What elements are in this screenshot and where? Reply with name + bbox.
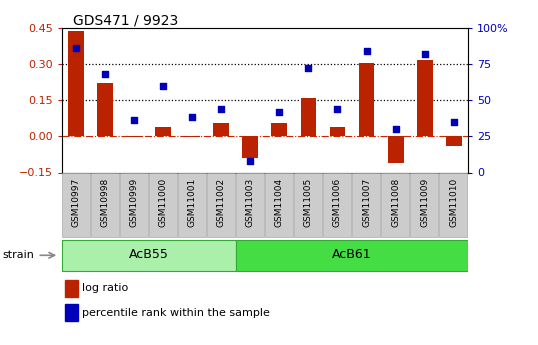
Bar <box>358 62 374 136</box>
Point <box>72 45 81 51</box>
Text: GSM11001: GSM11001 <box>188 178 197 227</box>
Bar <box>214 123 229 136</box>
Bar <box>387 136 404 163</box>
Text: GSM10999: GSM10999 <box>130 178 139 227</box>
Text: GSM11004: GSM11004 <box>275 178 284 227</box>
Text: strain: strain <box>3 250 34 259</box>
Bar <box>149 173 178 237</box>
Text: log ratio: log ratio <box>82 283 128 293</box>
Text: GSM11009: GSM11009 <box>420 178 429 227</box>
Point <box>188 115 197 120</box>
Point <box>304 66 313 71</box>
Bar <box>352 173 380 237</box>
Text: percentile rank within the sample: percentile rank within the sample <box>82 308 270 317</box>
Bar <box>243 136 258 158</box>
Bar <box>126 136 143 137</box>
Text: AcB55: AcB55 <box>129 248 169 261</box>
Point <box>362 48 371 53</box>
Point <box>159 83 168 88</box>
Bar <box>301 98 316 136</box>
Bar <box>265 173 293 237</box>
Bar <box>236 240 468 271</box>
Bar <box>120 173 148 237</box>
Bar <box>65 280 77 297</box>
Point <box>391 126 400 132</box>
Bar <box>185 136 201 137</box>
Bar <box>329 127 345 136</box>
Point <box>101 71 110 77</box>
Text: GDS471 / 9923: GDS471 / 9923 <box>73 14 178 28</box>
Point <box>420 51 429 57</box>
Point <box>246 158 255 164</box>
Bar <box>445 136 462 146</box>
Bar <box>236 173 264 237</box>
Bar <box>416 60 433 136</box>
Text: GSM11010: GSM11010 <box>449 178 458 227</box>
Text: GSM10998: GSM10998 <box>101 178 110 227</box>
Text: GSM11000: GSM11000 <box>159 178 168 227</box>
Point <box>130 118 139 123</box>
Text: GSM11008: GSM11008 <box>391 178 400 227</box>
Bar <box>155 127 172 136</box>
Bar <box>62 240 236 271</box>
Text: GSM11003: GSM11003 <box>246 178 255 227</box>
Text: GSM11002: GSM11002 <box>217 178 226 227</box>
Bar <box>207 173 235 237</box>
Bar <box>294 173 322 237</box>
Text: GSM10997: GSM10997 <box>72 178 81 227</box>
Bar <box>91 173 119 237</box>
Text: GSM11006: GSM11006 <box>333 178 342 227</box>
Point <box>449 119 458 125</box>
Bar <box>410 173 438 237</box>
Bar <box>65 304 77 321</box>
Point <box>217 106 226 111</box>
Bar <box>68 31 84 136</box>
Bar <box>323 173 351 237</box>
Bar <box>97 83 114 136</box>
Bar <box>440 173 468 237</box>
Point <box>333 106 342 111</box>
Text: AcB61: AcB61 <box>332 248 372 261</box>
Bar <box>381 173 409 237</box>
Bar <box>178 173 207 237</box>
Point <box>275 109 284 115</box>
Bar <box>272 123 287 136</box>
Text: GSM11007: GSM11007 <box>362 178 371 227</box>
Bar <box>62 173 90 237</box>
Text: GSM11005: GSM11005 <box>304 178 313 227</box>
